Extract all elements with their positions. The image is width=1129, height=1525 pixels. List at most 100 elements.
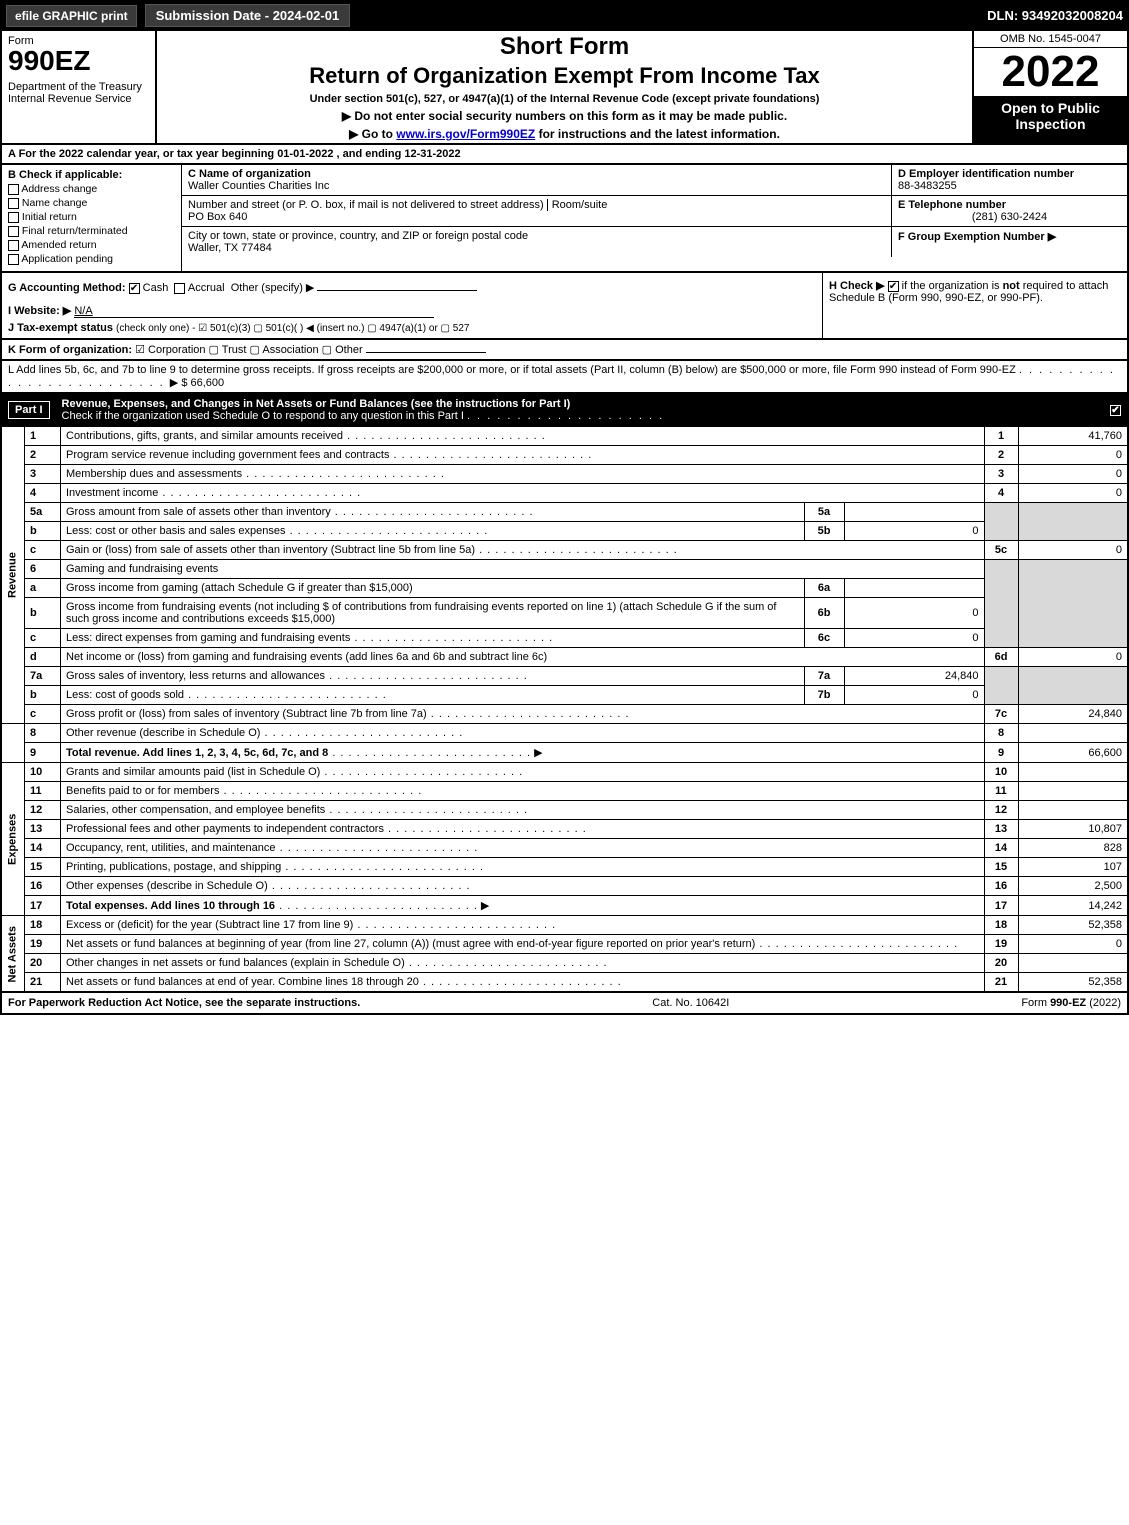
g-other-input[interactable] <box>317 290 477 291</box>
chk-amended-return[interactable]: Amended return <box>8 239 175 251</box>
chk-accrual[interactable] <box>174 283 185 294</box>
header-right: OMB No. 1545-0047 2022 Open to Public In… <box>972 31 1127 143</box>
l18-desc: Excess or (deficit) for the year (Subtra… <box>61 916 985 935</box>
i-label: I Website: ▶ <box>8 305 71 317</box>
c-name-label: C Name of organization <box>188 168 311 180</box>
chk-application-pending[interactable]: Application pending <box>8 253 175 265</box>
form-note2: ▶ Go to www.irs.gov/Form990EZ for instru… <box>161 127 968 141</box>
l7b-ml: 7b <box>804 686 844 705</box>
l14-desc: Occupancy, rent, utilities, and maintena… <box>61 839 985 858</box>
l12-num: 12 <box>25 801 61 820</box>
l5a-mv <box>844 503 984 522</box>
l7-shade-lab <box>984 667 1018 705</box>
l12-rv <box>1018 801 1128 820</box>
l6a-ml: 6a <box>804 579 844 598</box>
l15-rv: 107 <box>1018 858 1128 877</box>
l7c-desc: Gross profit or (loss) from sales of inv… <box>61 705 985 724</box>
chk-name-change[interactable]: Name change <box>8 197 175 209</box>
l6d-rl: 6d <box>984 648 1018 667</box>
l8-num: 8 <box>25 724 61 743</box>
part1-title: Revenue, Expenses, and Changes in Net As… <box>62 398 571 410</box>
row-ghij: G Accounting Method: Cash Accrual Other … <box>0 273 1129 340</box>
l2-desc: Program service revenue including govern… <box>61 446 985 465</box>
l6-desc: Gaming and fundraising events <box>61 560 985 579</box>
l7c-num: c <box>25 705 61 724</box>
l6b-desc: Gross income from fundraising events (no… <box>61 598 805 629</box>
org-city: Waller, TX 77484 <box>188 242 272 254</box>
l13-num: 13 <box>25 820 61 839</box>
l20-desc: Other changes in net assets or fund bala… <box>61 954 985 973</box>
l5b-num: b <box>25 522 61 541</box>
part1-sched-o-check[interactable] <box>1110 405 1121 416</box>
l21-rl: 21 <box>984 973 1018 993</box>
l8-rv <box>1018 724 1128 743</box>
l11-desc: Benefits paid to or for members <box>61 782 985 801</box>
l7b-mv: 0 <box>844 686 984 705</box>
l16-rv: 2,500 <box>1018 877 1128 896</box>
l17-desc: Total expenses. Add lines 10 through 16 … <box>61 896 985 916</box>
h-not: not <box>1003 280 1020 292</box>
ein: 88-3483255 <box>898 180 957 192</box>
chk-schedule-b[interactable] <box>888 281 899 292</box>
irs-link[interactable]: www.irs.gov/Form990EZ <box>396 127 535 141</box>
l9-num: 9 <box>25 743 61 763</box>
chk-final-return[interactable]: Final return/terminated <box>8 225 175 237</box>
l7b-desc: Less: cost of goods sold <box>61 686 805 705</box>
l1-rl: 1 <box>984 427 1018 446</box>
l6b-ml: 6b <box>804 598 844 629</box>
l20-rv <box>1018 954 1128 973</box>
l6-shade-lab <box>984 560 1018 648</box>
chk-address-change[interactable]: Address change <box>8 183 175 195</box>
form-title2: Return of Organization Exempt From Incom… <box>161 63 968 89</box>
g-cash: Cash <box>143 282 169 294</box>
chk-initial-return[interactable]: Initial return <box>8 211 175 223</box>
l6a-num: a <box>25 579 61 598</box>
l16-num: 16 <box>25 877 61 896</box>
g-label: G Accounting Method: <box>8 282 126 294</box>
l19-num: 19 <box>25 935 61 954</box>
k-other-input[interactable] <box>366 352 486 353</box>
l16-rl: 16 <box>984 877 1018 896</box>
l5-shade-val <box>1018 503 1128 541</box>
l7a-num: 7a <box>25 667 61 686</box>
l15-rl: 15 <box>984 858 1018 877</box>
form-title-block: Short Form Return of Organization Exempt… <box>157 31 972 143</box>
l7c-rv: 24,840 <box>1018 705 1128 724</box>
org-name: Waller Counties Charities Inc <box>188 180 329 192</box>
footer-right: Form 990-EZ (2022) <box>1021 997 1121 1009</box>
l6c-mv: 0 <box>844 629 984 648</box>
l20-rl: 20 <box>984 954 1018 973</box>
part1-tag: Part I <box>8 401 50 419</box>
k-text: ☑ Corporation ▢ Trust ▢ Association ▢ Ot… <box>135 344 363 356</box>
l13-rv: 10,807 <box>1018 820 1128 839</box>
l6d-rv: 0 <box>1018 648 1128 667</box>
footer-catno: Cat. No. 10642I <box>652 997 729 1009</box>
identity-block: B Check if applicable: Address change Na… <box>0 165 1129 273</box>
l4-rv: 0 <box>1018 484 1128 503</box>
efile-print-button[interactable]: efile GRAPHIC print <box>6 5 137 27</box>
l17-rl: 17 <box>984 896 1018 916</box>
form-subtitle: Under section 501(c), 527, or 4947(a)(1)… <box>161 93 968 105</box>
d-label: D Employer identification number <box>898 168 1074 180</box>
form-title1: Short Form <box>161 33 968 61</box>
chk-cash[interactable] <box>129 283 140 294</box>
rev-spacer <box>1 724 25 763</box>
section-h: H Check ▶ if the organization is not req… <box>822 273 1127 338</box>
l4-rl: 4 <box>984 484 1018 503</box>
l11-rv <box>1018 782 1128 801</box>
section-b: B Check if applicable: Address change Na… <box>2 165 182 271</box>
l14-num: 14 <box>25 839 61 858</box>
l2-rv: 0 <box>1018 446 1128 465</box>
l7c-rl: 7c <box>984 705 1018 724</box>
l14-rv: 828 <box>1018 839 1128 858</box>
omb-number: OMB No. 1545-0047 <box>974 31 1127 48</box>
l11-rl: 11 <box>984 782 1018 801</box>
l1-desc: Contributions, gifts, grants, and simila… <box>61 427 985 446</box>
l5c-rl: 5c <box>984 541 1018 560</box>
line-k: K Form of organization: ☑ Corporation ▢ … <box>0 340 1129 361</box>
l15-desc: Printing, publications, postage, and shi… <box>61 858 985 877</box>
l19-rl: 19 <box>984 935 1018 954</box>
open-inspection: Open to Public Inspection <box>974 96 1127 143</box>
l5b-mv: 0 <box>844 522 984 541</box>
dept-label: Department of the Treasury Internal Reve… <box>8 81 149 105</box>
